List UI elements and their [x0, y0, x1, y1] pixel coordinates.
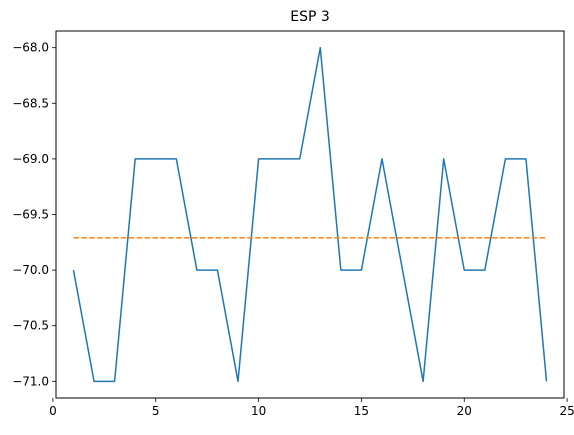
chart-title: ESP 3	[290, 9, 330, 25]
x-tick-label: 10	[251, 404, 266, 418]
y-tick-label: −70.5	[12, 319, 49, 333]
x-tick-label: 0	[49, 404, 57, 418]
series-layer	[72, 46, 548, 383]
y-tick-label: −68.0	[12, 41, 49, 55]
y-tick-label: −71.0	[12, 374, 49, 388]
y-tick-label: −70.0	[12, 263, 49, 277]
x-tick-label: 5	[152, 404, 160, 418]
series-line-1	[72, 46, 548, 383]
x-tick-label: 25	[559, 404, 574, 418]
y-tick-label: −69.5	[12, 208, 49, 222]
y-axis: −68.0 −68.5 −69.0 −69.5 −70.0 −70.5 −71.0	[12, 41, 56, 388]
x-tick-label: 20	[457, 404, 472, 418]
y-tick-label: −69.0	[12, 152, 49, 166]
x-axis: 0 5 10 15 20 25	[49, 398, 574, 418]
y-tick-label: −68.5	[12, 96, 49, 110]
x-tick-label: 15	[354, 404, 369, 418]
